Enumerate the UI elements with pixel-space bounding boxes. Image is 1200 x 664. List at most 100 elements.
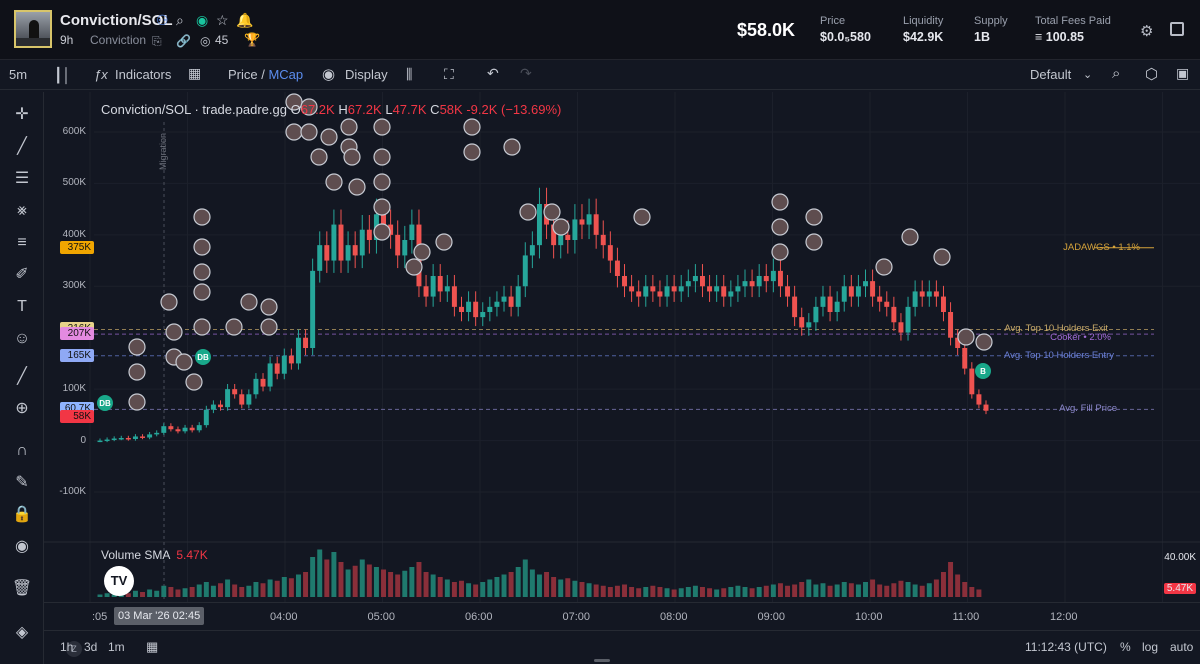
range-3d[interactable]: 3d [84,640,98,654]
candle-body [480,312,486,318]
link-icon[interactable]: 🔗 [176,34,191,48]
bell-icon[interactable]: 🔔 [236,12,254,28]
token-age: 9h [60,33,74,47]
trader-avatar-marker [771,243,789,261]
star-icon[interactable]: ☆ [216,12,229,28]
candle-body [466,301,472,312]
volume-bar [409,567,415,597]
time-tick-label: 07:00 [562,611,591,623]
candle-body [253,378,259,395]
candle-body [494,301,500,307]
zoom-reset-button[interactable]: Z [66,641,82,657]
brush-icon[interactable]: ✐ [15,266,29,283]
settings-sliders-icon[interactable]: ⫼ [406,66,413,82]
candle-body [629,286,635,292]
chevron-down-icon[interactable]: ⌄ [1083,69,1093,81]
undo-icon[interactable]: ↶ [487,65,499,81]
trend-line-icon[interactable]: ╱ [17,138,27,155]
volume-bar [182,588,188,597]
volume-bar [912,584,918,597]
trader-avatar-marker [310,148,328,166]
trader-avatar-marker [805,233,823,251]
indicators-icon[interactable]: ƒx [94,67,108,82]
candle-body [310,270,316,348]
percent-toggle[interactable]: % [1120,640,1131,654]
trash-icon[interactable]: 🗑 [11,580,33,597]
volume-bar [97,594,103,597]
auto-toggle[interactable]: auto [1170,640,1194,654]
token-avatar[interactable] [14,10,52,48]
chart-canvas[interactable]: Migration DB DB B [44,92,1200,602]
display-button[interactable]: Display [345,67,388,82]
layout-select[interactable]: Default [1030,67,1072,82]
camera-icon[interactable]: ▣ [1176,65,1190,81]
panel-toggle-icon[interactable] [1170,22,1184,36]
volume-bar [671,589,677,597]
eye-icon[interactable]: ◉ [15,538,29,555]
copy-icon[interactable]: ⎘ [152,34,162,48]
interval-button[interactable]: 5m [9,67,28,82]
layers-icon[interactable]: ◈ [15,624,29,641]
volume-bar [480,582,486,597]
candle-body [940,296,946,312]
candle-body [841,286,847,302]
volume-bar [877,584,883,597]
stat-price: Price $0.0₅580 [820,15,871,44]
volume-axis-max: 40.00K [1164,552,1196,563]
fib-icon[interactable]: ≡ [17,234,27,251]
lock-icon[interactable]: 🔒 [12,506,32,523]
range-1m[interactable]: 1m [108,640,125,654]
volume-bar [303,572,309,597]
emoji-icon[interactable]: ☺ [13,330,31,347]
indicators-button[interactable]: Indicators [115,67,172,82]
volume-bar [643,587,649,597]
trader-avatar-marker [435,233,453,251]
panel-resize-handle[interactable] [594,659,610,662]
candle-body [260,378,266,387]
candle-body [565,234,571,240]
trader-avatar-marker [901,228,919,246]
candle-body [891,306,897,323]
chart-area[interactable]: Migration DB DB B Conviction/SOL · trade.pa… [44,92,1200,602]
hexagon-settings-icon[interactable]: ⬡ [1145,66,1159,83]
market-cap-value: $58.0K [737,20,796,40]
pencil-lock-icon[interactable]: ✎ [15,474,29,491]
utc-clock[interactable]: 11:12:43 (UTC) [1025,640,1107,654]
volume-bar [295,574,301,597]
ruler-icon[interactable]: ╱ [17,368,27,385]
layouts-icon[interactable]: ▦ [188,65,202,81]
gear-icon[interactable]: ⚙ [1140,23,1154,40]
volume-bar [487,579,493,597]
volume-bar [147,589,153,597]
search-icon[interactable]: ⌕ [176,12,184,28]
text-icon[interactable]: T [17,298,27,315]
magnet-icon[interactable]: ∩ [16,442,28,459]
range-1h[interactable]: 1h [60,640,74,654]
horizontal-lines-icon[interactable]: ☰ [14,170,30,187]
candle-body [905,306,911,333]
volume-bar [749,588,755,597]
zoom-in-icon[interactable]: ⊕ [15,400,29,417]
redo-icon[interactable]: ↷ [520,65,532,81]
pattern-icon[interactable]: ⨳ [17,202,27,219]
tradingview-logo[interactable]: TV [104,566,134,596]
price-toggle[interactable]: Price / MCap [228,67,304,82]
candle-body [714,286,720,292]
candle-body [203,409,209,426]
candle-body [678,286,684,292]
candle-type-icon[interactable]: ┃│ [54,67,72,83]
trader-avatar-marker [128,363,146,381]
zoom-search-icon[interactable]: ⌕ [1112,65,1121,82]
holders-icon[interactable]: ⚇ [156,12,169,28]
log-toggle[interactable]: log [1142,640,1159,654]
pumpfun-icon[interactable]: ◉ [196,12,209,28]
eye-icon[interactable]: ◉ [322,66,336,83]
volume-bar [501,574,507,597]
calendar-icon[interactable]: ▦ [146,639,159,654]
trader-avatar-marker [933,248,951,266]
trophy-icon[interactable]: 🏆 [244,32,261,47]
volume-bar [395,574,401,597]
legend-high: 67.2K [347,102,382,117]
fullscreen-icon[interactable]: ⛶ [444,66,454,82]
crosshair-icon[interactable]: ✛ [15,106,29,123]
